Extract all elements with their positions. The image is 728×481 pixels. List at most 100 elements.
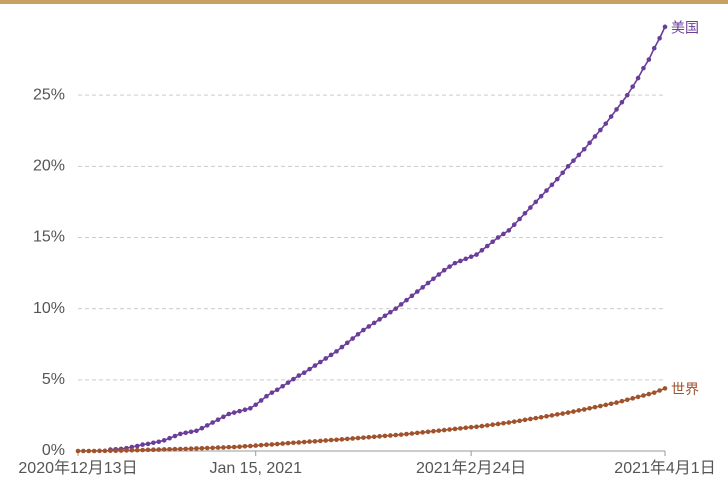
data-point (538, 193, 544, 199)
data-point (226, 411, 232, 417)
data-point (75, 448, 81, 454)
data-point (161, 447, 167, 452)
data-point (441, 267, 447, 273)
data-point (490, 422, 495, 427)
data-point (188, 429, 194, 435)
data-point (398, 302, 404, 307)
data-point (280, 441, 285, 446)
series-line (110, 26, 666, 451)
data-point (323, 356, 329, 361)
y-tick-label: 15% (33, 229, 65, 246)
data-point (269, 390, 275, 395)
data-point (301, 439, 307, 445)
data-point (425, 280, 431, 286)
data-point (344, 340, 350, 346)
data-point (366, 434, 372, 440)
data-point (657, 388, 662, 393)
series-label: 世界 (671, 381, 699, 397)
data-point (651, 390, 657, 395)
data-point (86, 448, 92, 454)
data-point (167, 446, 172, 452)
data-point (463, 425, 469, 431)
data-point (517, 216, 522, 222)
data-point (458, 426, 463, 431)
data-point (436, 428, 442, 433)
data-point (646, 391, 652, 397)
data-point (458, 258, 463, 264)
data-point (625, 397, 630, 403)
data-point (625, 92, 630, 98)
data-point (581, 407, 587, 412)
data-point (533, 415, 539, 421)
data-point (425, 429, 431, 435)
data-point (495, 421, 501, 427)
data-point (517, 418, 522, 424)
data-point (479, 248, 485, 253)
data-point (361, 327, 366, 333)
data-point (598, 127, 603, 133)
data-point (533, 199, 539, 205)
y-tick-label: 0% (42, 442, 65, 459)
data-point (662, 386, 668, 391)
data-point (215, 417, 221, 422)
data-point (657, 35, 662, 41)
data-point (571, 409, 576, 414)
data-point (501, 231, 506, 237)
data-point (344, 436, 350, 442)
data-point (264, 393, 269, 399)
x-tick-label: Jan 15, 2021 (209, 460, 302, 477)
data-point (587, 406, 592, 411)
data-point (113, 448, 118, 454)
data-point (560, 170, 565, 176)
data-point (420, 430, 425, 435)
data-point (576, 152, 582, 158)
data-point (307, 439, 312, 444)
data-point (571, 158, 576, 163)
data-point (161, 438, 167, 443)
data-point (274, 441, 280, 447)
data-point (226, 444, 232, 450)
data-point (436, 272, 442, 277)
data-point (172, 433, 178, 439)
data-point (318, 359, 323, 365)
data-point (81, 448, 86, 454)
data-point (124, 448, 129, 453)
data-point (102, 448, 108, 454)
x-tick-label: 2021年2月24日 (416, 459, 526, 477)
data-point (264, 442, 269, 448)
data-point (630, 396, 635, 401)
data-point (431, 276, 436, 282)
data-point (592, 404, 598, 410)
data-point (253, 402, 259, 408)
data-point (291, 440, 296, 446)
data-point (178, 431, 183, 437)
data-point (91, 448, 97, 454)
data-point (285, 440, 291, 446)
data-point (307, 366, 312, 372)
data-point (414, 289, 420, 294)
data-point (560, 411, 565, 416)
data-point (350, 336, 355, 341)
data-point (237, 444, 242, 450)
data-point (538, 414, 544, 420)
data-point (253, 443, 259, 448)
data-point (274, 387, 280, 393)
data-point (156, 447, 162, 452)
data-point (199, 445, 205, 451)
data-point (140, 442, 145, 447)
data-point (248, 443, 253, 449)
data-point (323, 438, 329, 443)
data-point (447, 264, 452, 269)
data-point (237, 408, 242, 414)
data-point (646, 57, 652, 62)
data-point (231, 410, 237, 415)
data-point (258, 398, 264, 403)
data-point (409, 431, 415, 436)
data-point (339, 437, 345, 442)
data-point (339, 344, 345, 350)
x-tick-label: 2021年4月1日 (614, 459, 715, 477)
data-point (388, 309, 393, 315)
data-point (619, 99, 625, 105)
y-tick-label: 25% (33, 86, 65, 103)
data-point (242, 444, 248, 449)
